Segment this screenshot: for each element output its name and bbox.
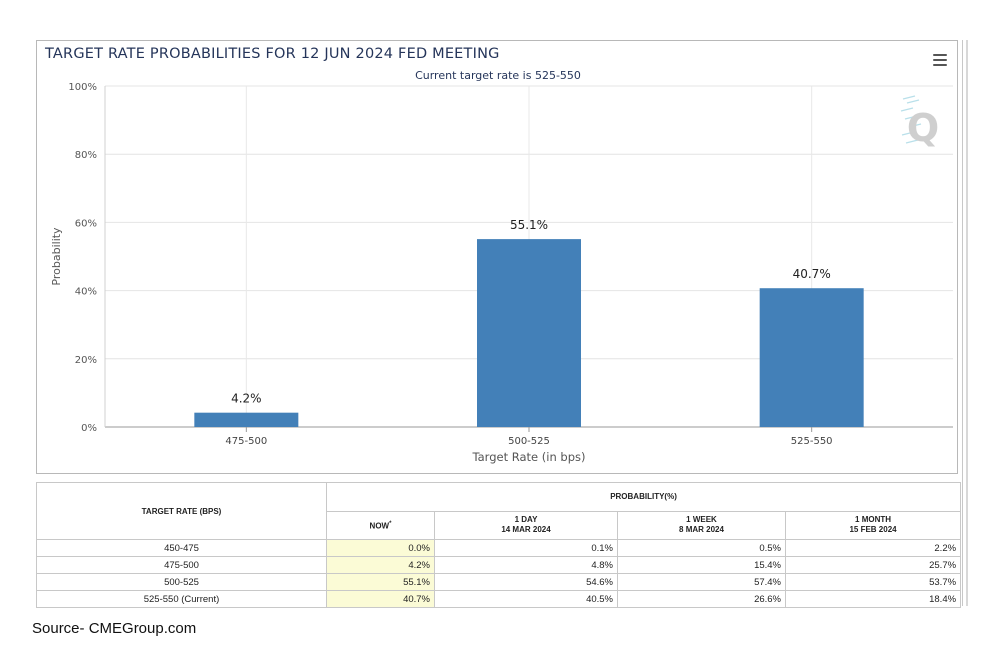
probability-cell: 26.6% bbox=[617, 590, 786, 608]
footnote-mark: * bbox=[389, 520, 392, 527]
probability-cell: 55.1% bbox=[326, 573, 435, 591]
rate-cell: 450-475 bbox=[36, 539, 327, 557]
column-header-line2: 15 FEB 2024 bbox=[849, 525, 897, 535]
rate-cell: 500-525 bbox=[36, 573, 327, 591]
probability-cell: 25.7% bbox=[784, 556, 962, 574]
bar bbox=[759, 288, 864, 427]
column-header-3: 1 MONTH 15 FEB 2024 bbox=[784, 510, 962, 540]
source-caption: Source- CMEGroup.com bbox=[32, 620, 197, 637]
watermark-letter: Q bbox=[907, 106, 939, 150]
chart-subtitle: Current target rate is 525-550 bbox=[415, 69, 581, 82]
column-header-line2: 14 MAR 2024 bbox=[501, 525, 551, 535]
probability-cell: 54.6% bbox=[434, 573, 618, 591]
column-header-line1: 1 WEEK bbox=[686, 515, 717, 525]
header-target-rate: TARGET RATE (BPS) bbox=[36, 482, 327, 540]
probability-table: TARGET RATE (BPS) PROBABILITY(%) NOW* 1 D… bbox=[36, 482, 962, 608]
y-axis-title: Probability bbox=[50, 227, 63, 286]
y-tick-label: 0% bbox=[81, 423, 97, 434]
x-axis-title: Target Rate (in bps) bbox=[472, 450, 586, 464]
column-header-line1: 1 MONTH bbox=[855, 515, 892, 525]
table-row: 500-525 55.1% 54.6% 57.4% 53.7% bbox=[36, 573, 962, 591]
probability-cell: 4.8% bbox=[434, 556, 618, 574]
probability-cell: 2.2% bbox=[784, 539, 962, 557]
column-header-line2: 8 MAR 2024 bbox=[679, 525, 724, 535]
probability-cell: 57.4% bbox=[617, 573, 786, 591]
hamburger-menu-icon[interactable] bbox=[933, 54, 947, 66]
x-tick-label: 500-525 bbox=[508, 436, 550, 447]
probability-cell: 0.1% bbox=[434, 539, 618, 557]
probability-cell: 4.2% bbox=[326, 556, 435, 574]
quikstrike-logo-icon: Q bbox=[900, 95, 939, 150]
column-header-0: NOW* bbox=[326, 510, 435, 540]
table-row: 475-500 4.2% 4.8% 15.4% 25.7% bbox=[36, 556, 962, 574]
probability-cell: 18.4% bbox=[784, 590, 962, 608]
panel-edge-shadow bbox=[966, 40, 968, 606]
column-header-1: 1 DAY 14 MAR 2024 bbox=[434, 510, 618, 540]
probability-cell: 0.0% bbox=[326, 539, 435, 557]
column-header-line1: NOW bbox=[369, 521, 390, 531]
rate-cell: 525-550 (Current) bbox=[36, 590, 327, 608]
y-tick-label: 80% bbox=[75, 150, 97, 161]
probability-cell: 15.4% bbox=[617, 556, 786, 574]
data-label: 55.1% bbox=[510, 218, 548, 232]
chart-title: TARGET RATE PROBABILITIES FOR 12 JUN 202… bbox=[45, 46, 500, 62]
rate-cell: 475-500 bbox=[36, 556, 327, 574]
table-row: 450-475 0.0% 0.1% 0.5% 2.2% bbox=[36, 539, 962, 557]
probability-cell: 40.5% bbox=[434, 590, 618, 608]
chart-panel: 0% 20% 40% 60% 80% 100% 4.2% 475-500 55.1% 500-52… bbox=[36, 40, 958, 474]
probability-table-container: TARGET RATE (BPS) PROBABILITY(%) NOW* 1 D… bbox=[36, 482, 962, 608]
probability-cell: 40.7% bbox=[326, 590, 435, 608]
y-tick-label: 100% bbox=[68, 82, 97, 93]
y-tick-label: 40% bbox=[75, 287, 97, 298]
bar-chart: 0% 20% 40% 60% 80% 100% 4.2% 475-500 55.1% 500-52… bbox=[50, 82, 953, 464]
bar bbox=[477, 239, 581, 427]
y-tick-label: 60% bbox=[75, 218, 97, 229]
probability-cell: 0.5% bbox=[617, 539, 786, 557]
column-header-2: 1 WEEK 8 MAR 2024 bbox=[617, 510, 786, 540]
bar bbox=[194, 412, 299, 427]
table-row: 525-550 (Current) 40.7% 40.5% 26.6% 18.4% bbox=[36, 590, 962, 608]
panel-edge-line bbox=[962, 40, 963, 606]
header-probability: PROBABILITY(%) bbox=[325, 482, 962, 512]
x-tick-label: 475-500 bbox=[225, 436, 267, 447]
y-tick-label: 20% bbox=[75, 355, 97, 366]
data-label: 40.7% bbox=[793, 267, 831, 281]
data-label: 4.2% bbox=[231, 392, 261, 406]
x-tick-label: 525-550 bbox=[791, 436, 833, 447]
column-header-line1: 1 DAY bbox=[514, 515, 538, 525]
probability-cell: 53.7% bbox=[784, 573, 962, 591]
